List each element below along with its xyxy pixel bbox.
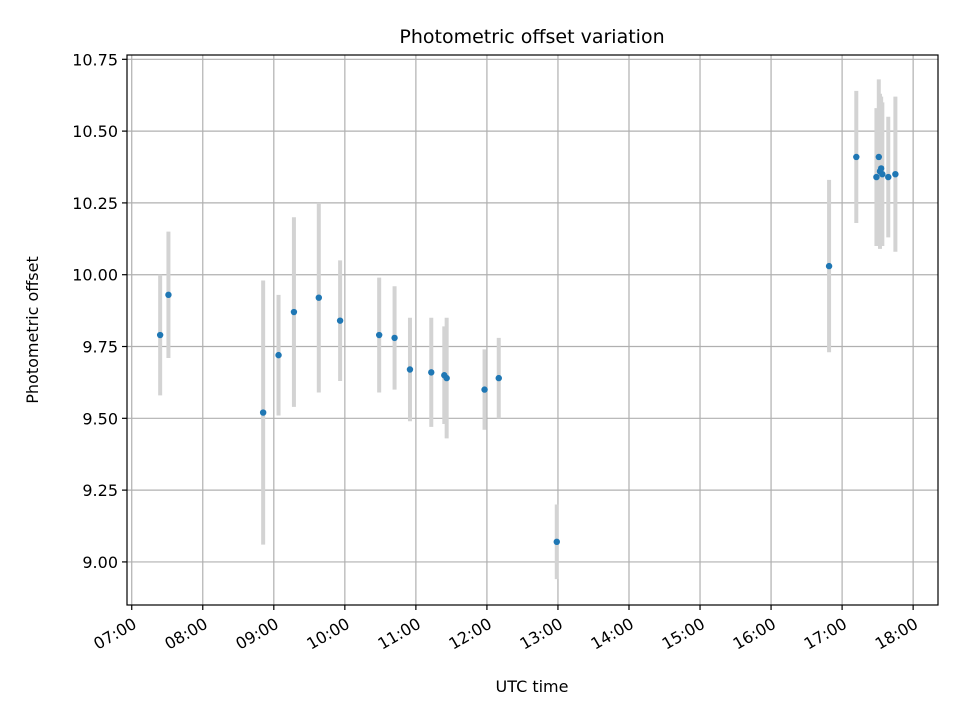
data-point xyxy=(879,170,886,178)
y-tick-label: 10.50 xyxy=(72,122,118,141)
data-point xyxy=(290,308,298,316)
data-point xyxy=(875,153,883,161)
y-axis-label: Photometric offset xyxy=(23,256,42,404)
y-axis-ticks: 9.00 9.25 9.50 9.75 10.00 10.25 10.50 10.75 xyxy=(72,50,127,572)
plot-frame xyxy=(126,54,939,606)
x-tick-label: 13:00 xyxy=(517,614,566,654)
chart-title: Photometric offset variation xyxy=(399,26,664,48)
x-axis-label: UTC time xyxy=(496,677,569,696)
data-point xyxy=(406,366,414,373)
x-tick-label: 11:00 xyxy=(374,614,423,654)
error-bars xyxy=(158,79,898,580)
x-tick-label: 17:00 xyxy=(801,614,850,654)
x-tick-label: 07:00 xyxy=(90,614,139,654)
y-tick-label: 10.75 xyxy=(72,50,118,69)
grid-lines xyxy=(127,55,938,605)
data-point xyxy=(391,334,398,342)
x-tick-label: 10:00 xyxy=(303,614,352,654)
data-points xyxy=(156,153,899,546)
y-tick-label: 10.00 xyxy=(72,266,118,285)
data-point xyxy=(428,369,435,376)
x-tick-label: 18:00 xyxy=(872,614,921,654)
y-tick-label: 9.75 xyxy=(82,338,118,357)
data-point xyxy=(885,173,892,181)
y-tick-label: 9.25 xyxy=(82,481,118,500)
data-point xyxy=(853,153,860,161)
data-point xyxy=(443,374,450,382)
x-tick-label: 16:00 xyxy=(730,614,779,654)
data-point xyxy=(481,386,488,393)
data-point xyxy=(315,294,322,301)
x-tick-label: 12:00 xyxy=(445,614,494,654)
x-tick-label: 14:00 xyxy=(588,614,637,654)
x-axis-ticks: 07:00 08:00 09:00 10:00 11:00 12:00 13:00 14:00… xyxy=(90,605,921,654)
x-tick-label: 08:00 xyxy=(161,614,210,654)
y-tick-label: 9.00 xyxy=(82,553,118,572)
data-point xyxy=(553,538,560,546)
data-point xyxy=(336,317,344,324)
data-point xyxy=(892,170,899,178)
y-tick-label: 10.25 xyxy=(72,194,118,213)
data-point xyxy=(495,374,502,382)
data-point xyxy=(156,331,164,339)
data-point xyxy=(873,173,880,181)
x-tick-label: 09:00 xyxy=(232,614,281,654)
data-point xyxy=(375,331,383,339)
data-point xyxy=(259,409,267,416)
x-tick-label: 15:00 xyxy=(659,614,708,654)
data-point xyxy=(877,165,885,172)
data-point xyxy=(825,262,833,270)
data-point xyxy=(165,291,172,299)
y-tick-label: 9.50 xyxy=(82,409,118,428)
data-point xyxy=(275,351,282,359)
